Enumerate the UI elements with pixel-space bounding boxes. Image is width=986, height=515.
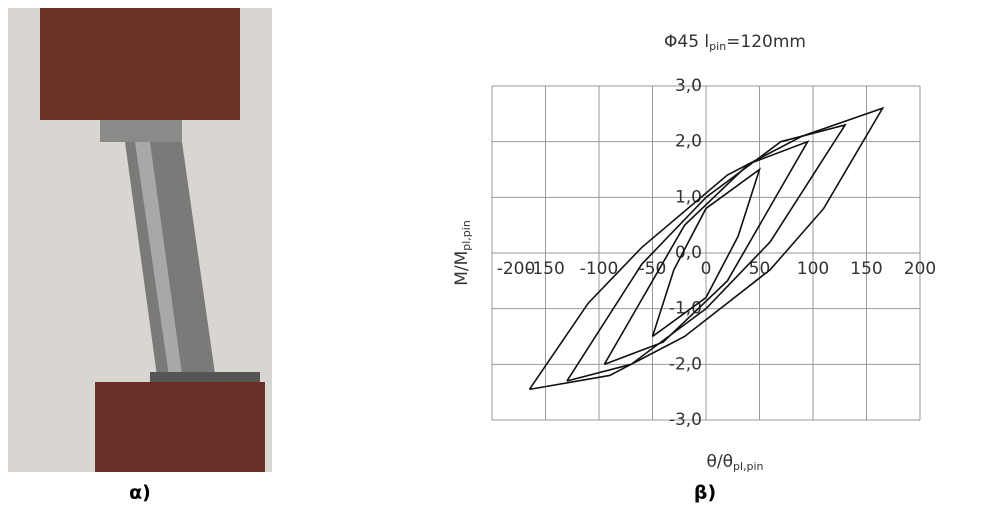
specimen-photo [8, 8, 272, 472]
caption-b: β) [694, 482, 716, 504]
x-tick-label: 200 [904, 259, 936, 279]
y-axis-label: M/Mpl,pin [452, 220, 473, 286]
figure: α) β) Φ45 lpin=120mm θ/θpl,pin M/Mpl,pin… [0, 0, 986, 511]
x-tick-label: 150 [850, 259, 882, 279]
x-axis-label: θ/θpl,pin [706, 452, 763, 473]
x-tick-label: 0 [701, 259, 712, 279]
y-tick-label: -3,0 [669, 410, 702, 430]
x-tick-label: -150 [526, 259, 565, 279]
caption-a: α) [129, 482, 151, 504]
y-tick-label: 2,0 [675, 132, 702, 152]
x-tick-label: -100 [580, 259, 619, 279]
chart-title: Φ45 lpin=120mm [664, 32, 806, 53]
y-tick-label: 1,0 [675, 187, 702, 207]
y-tick-label: 3,0 [675, 76, 702, 96]
x-tick-label: 100 [797, 259, 829, 279]
y-tick-label: -2,0 [669, 354, 702, 374]
